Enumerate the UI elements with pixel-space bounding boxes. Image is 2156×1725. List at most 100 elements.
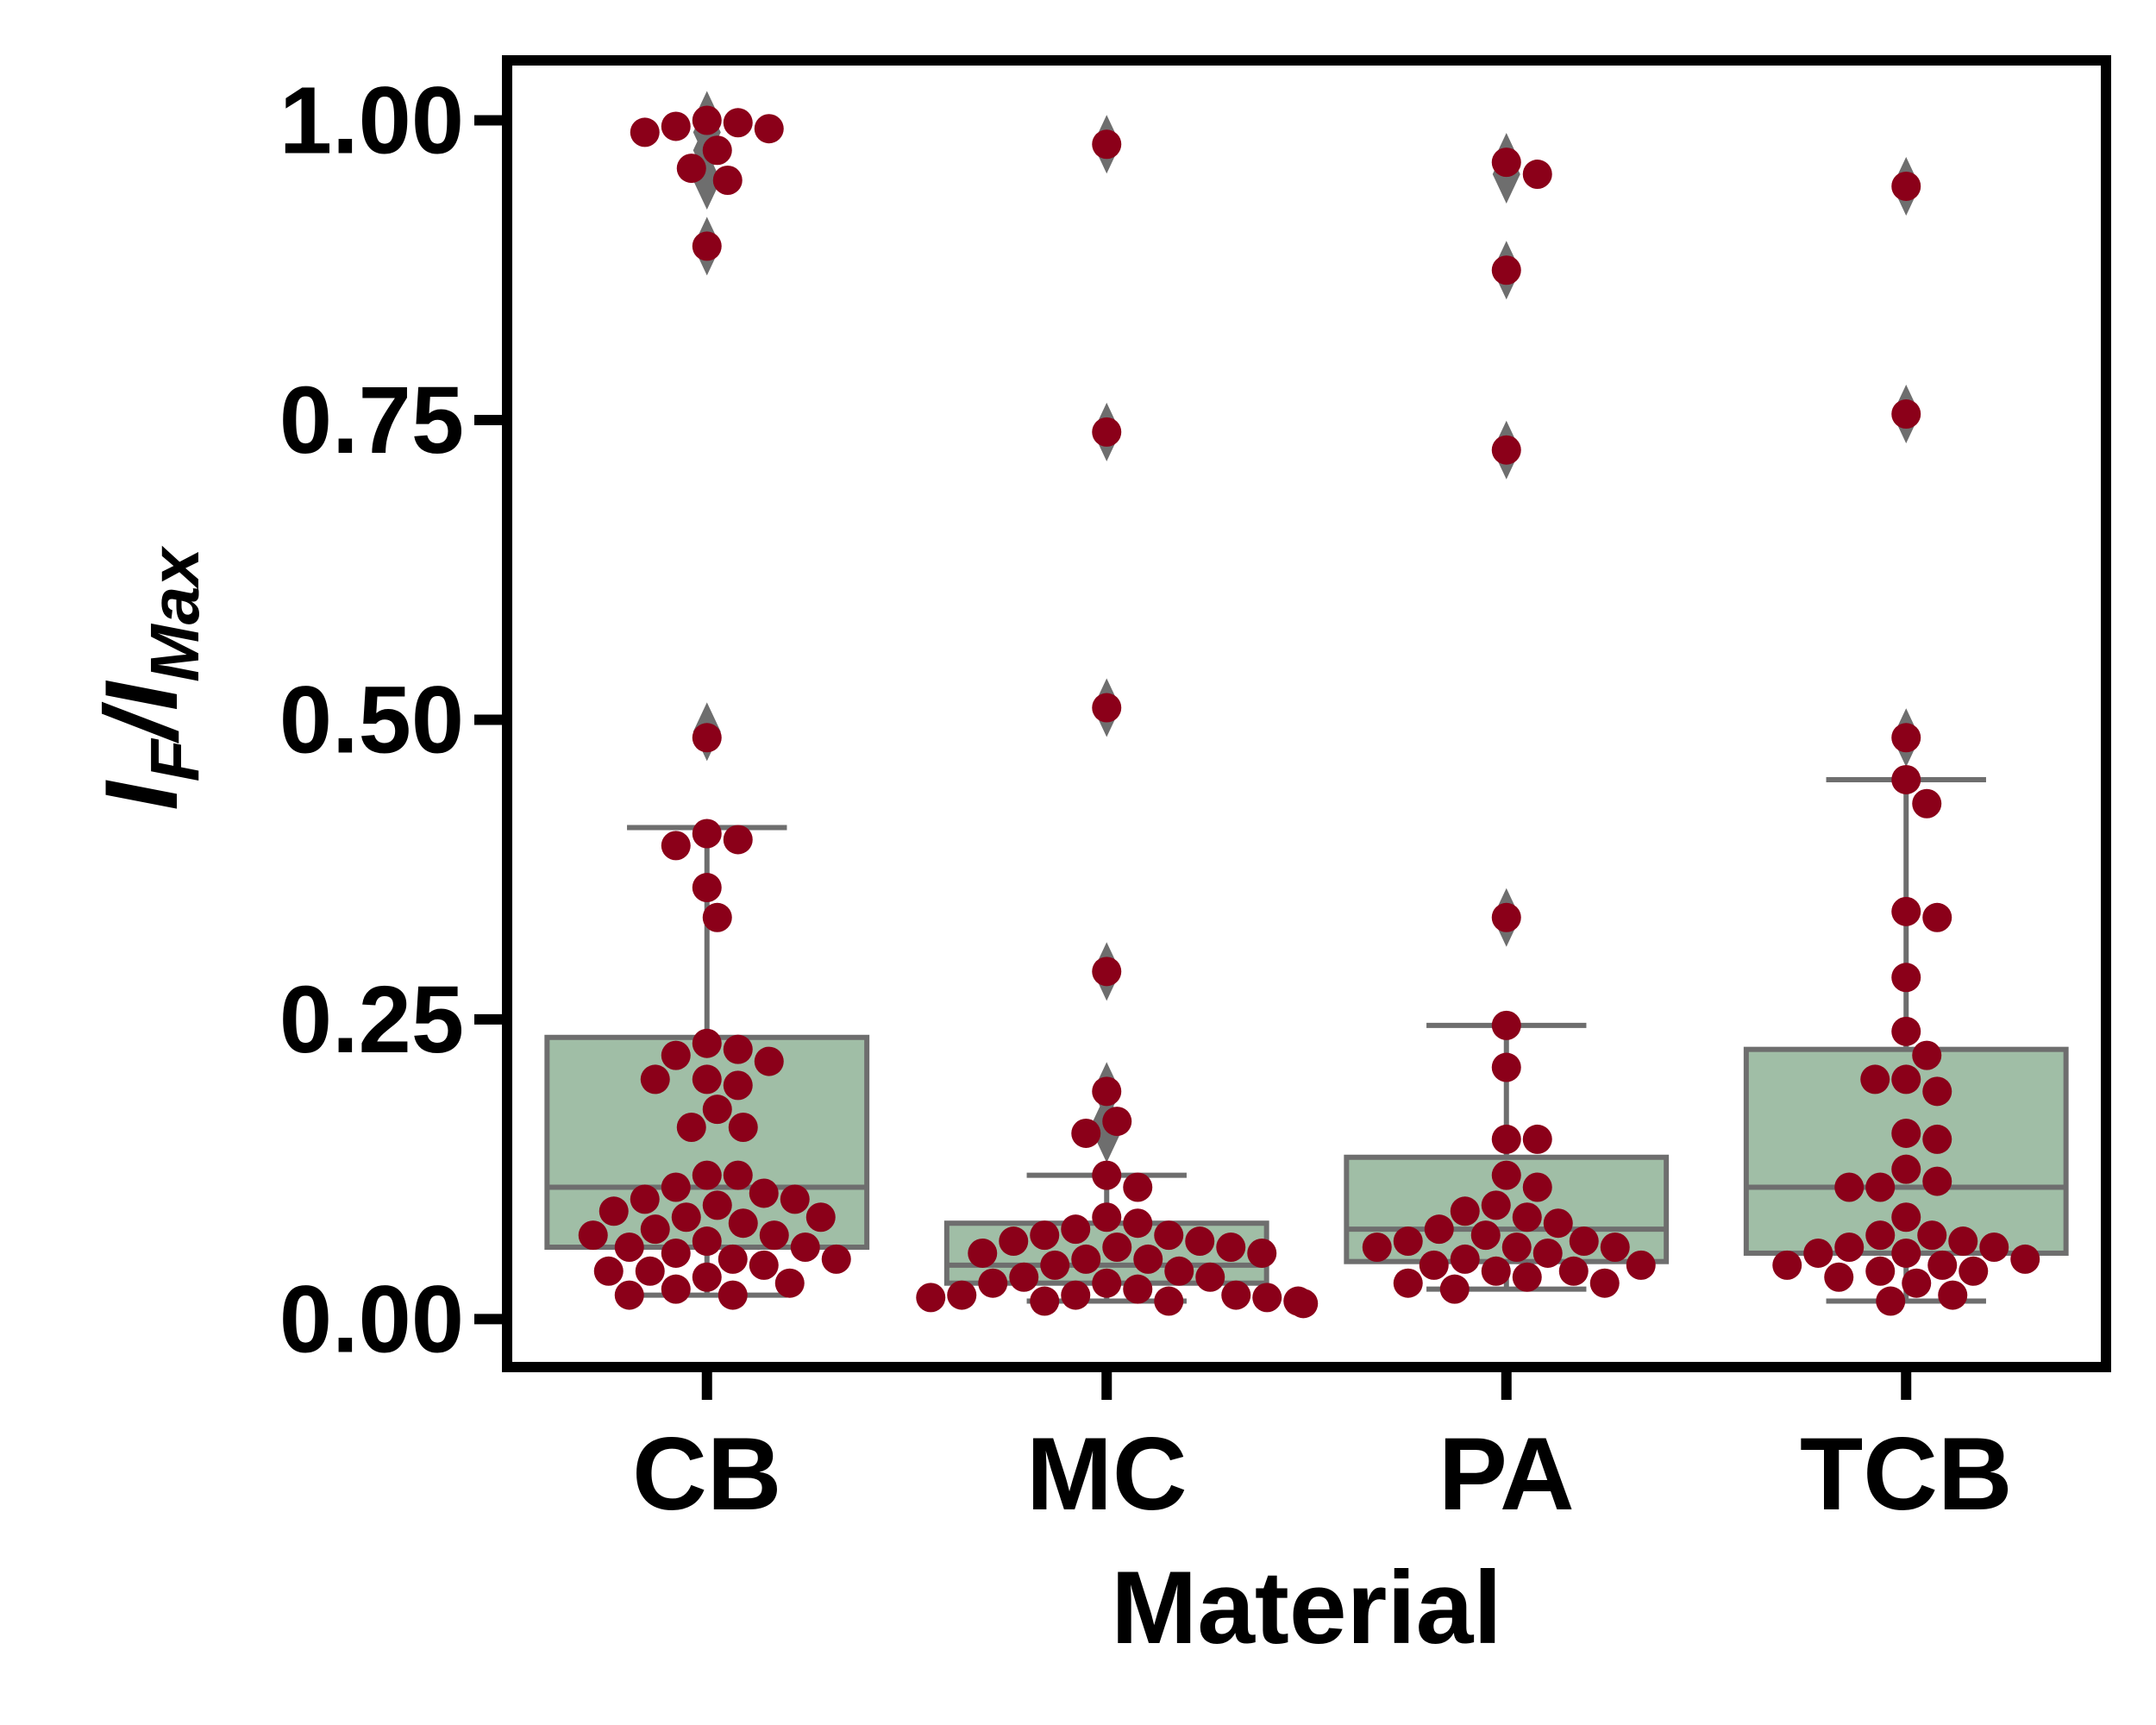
data-point: [1979, 1233, 2009, 1263]
data-point: [1558, 1256, 1589, 1286]
y-axis-title-sub: F: [136, 737, 213, 781]
data-point: [754, 114, 784, 144]
data-point: [599, 1196, 629, 1226]
data-point: [1626, 1250, 1656, 1280]
data-point: [1927, 1250, 1958, 1280]
data-point: [1865, 1220, 1896, 1251]
data-point: [718, 1244, 748, 1274]
data-point: [1891, 723, 1921, 753]
data-point: [692, 819, 722, 849]
data-point: [614, 1233, 644, 1263]
data-point: [1092, 417, 1122, 447]
data-point: [749, 1250, 779, 1280]
data-point: [661, 1274, 691, 1304]
data-point: [661, 111, 691, 141]
data-point: [1450, 1196, 1480, 1226]
data-point: [978, 1268, 1008, 1298]
plot-frame: [502, 55, 2111, 1372]
data-point: [1824, 1262, 1854, 1292]
data-point: [1092, 1076, 1122, 1107]
data-point: [1419, 1250, 1449, 1280]
data-point: [661, 1238, 691, 1268]
data-point: [614, 1280, 644, 1310]
data-point: [661, 831, 691, 861]
data-point: [1154, 1286, 1184, 1316]
data-point: [1922, 1166, 1952, 1196]
data-point: [1102, 1107, 1132, 1137]
data-point: [640, 1064, 670, 1095]
data-point: [692, 1028, 722, 1058]
data-point: [1948, 1226, 1978, 1257]
x-axis: CB MC PA TCB: [632, 1367, 2013, 1532]
data-point: [759, 1220, 789, 1251]
x-tick-label: CB: [632, 1416, 781, 1532]
data-point: [1071, 1118, 1101, 1148]
data-point: [702, 902, 732, 932]
data-point: [640, 1214, 670, 1245]
y-axis-title: IF/IMax: [84, 545, 213, 811]
data-point: [723, 108, 753, 138]
y-tick-label: 0.00: [279, 1266, 464, 1372]
data-point: [578, 1220, 608, 1251]
data-point: [1543, 1208, 1573, 1239]
data-point: [749, 1178, 779, 1208]
data-point: [593, 1256, 624, 1286]
data-point: [1891, 1154, 1921, 1184]
data-point: [1891, 399, 1921, 430]
data-point: [1865, 1256, 1896, 1286]
data-point: [1922, 1076, 1952, 1107]
y-tick-label: 0.50: [279, 667, 464, 773]
data-point: [1362, 1233, 1392, 1263]
data-point: [1891, 764, 1921, 794]
y-axis: 0.00 0.25 0.50 0.75 1.00: [279, 67, 507, 1372]
data-point: [1865, 1172, 1896, 1202]
data-point: [1092, 693, 1122, 723]
data-point: [754, 1046, 784, 1076]
data-point: [676, 1113, 706, 1143]
data-point: [692, 1160, 722, 1190]
data-point: [999, 1226, 1029, 1257]
data-point: [723, 1034, 753, 1064]
data-point: [1102, 1233, 1132, 1263]
data-point: [635, 1256, 665, 1286]
data-point: [947, 1280, 977, 1310]
x-tick-label: PA: [1438, 1416, 1575, 1532]
data-point: [702, 1095, 732, 1125]
points-layer: [578, 105, 2040, 1319]
data-point: [1912, 1040, 1942, 1070]
data-point: [1512, 1202, 1542, 1233]
data-point: [1481, 1190, 1511, 1220]
data-point: [1216, 1233, 1246, 1263]
data-point: [1123, 1208, 1153, 1239]
data-point: [1891, 1238, 1921, 1268]
data-point: [1589, 1268, 1620, 1298]
data-point: [2010, 1244, 2040, 1274]
x-tick-label: MC: [1026, 1416, 1188, 1532]
y-tick-label: 0.25: [279, 967, 464, 1073]
data-point: [1030, 1220, 1060, 1251]
data-point: [1123, 1172, 1153, 1202]
data-point: [1803, 1238, 1833, 1268]
data-point: [1522, 160, 1552, 190]
data-point: [702, 135, 732, 166]
data-point: [723, 825, 753, 855]
data-point: [692, 723, 722, 753]
y-tick-label: 0.75: [279, 367, 464, 474]
data-point: [1092, 1202, 1122, 1233]
data-point: [1491, 1124, 1521, 1154]
data-point: [821, 1244, 851, 1274]
data-point: [1393, 1226, 1423, 1257]
data-point: [1061, 1214, 1091, 1245]
data-point: [780, 1184, 810, 1214]
data-point: [671, 1202, 701, 1233]
data-point: [1891, 1118, 1921, 1148]
data-point: [1009, 1262, 1039, 1292]
data-point: [1522, 1124, 1552, 1154]
data-point: [630, 1184, 660, 1214]
data-point: [692, 1064, 722, 1095]
data-point: [1123, 1274, 1153, 1304]
data-point: [1522, 1172, 1552, 1202]
data-point: [1030, 1286, 1060, 1316]
data-point: [1424, 1214, 1454, 1245]
